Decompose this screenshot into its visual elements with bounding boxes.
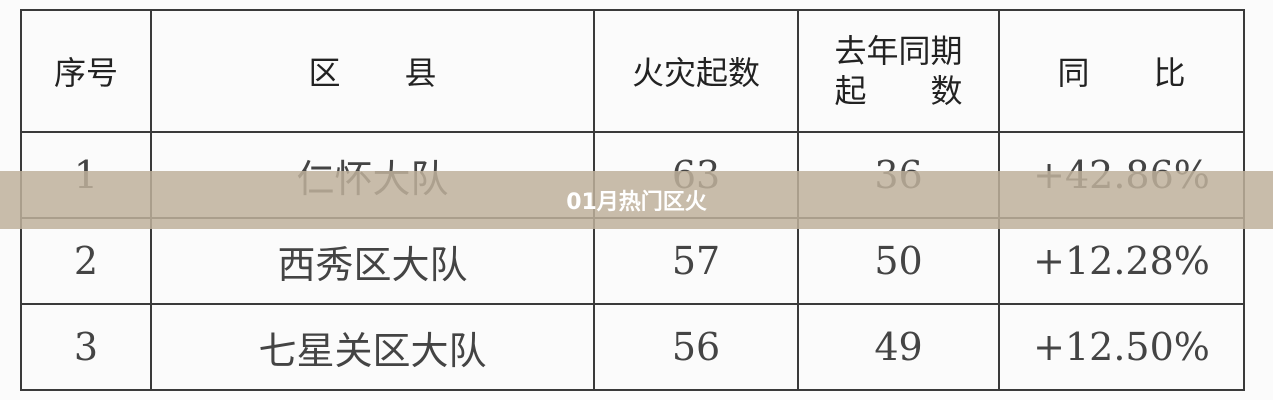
title-overlay-band: 01月热门区火 xyxy=(0,171,1273,229)
header-fire-count: 火灾起数 xyxy=(593,9,799,133)
header-last-year-line2: 起 数 xyxy=(834,72,963,110)
cell-index: 2 xyxy=(20,217,152,305)
header-last-year: 去年同期起 数 xyxy=(797,9,1000,133)
header-yoy: 同 比 xyxy=(998,9,1245,133)
cell-yoy: +12.28% xyxy=(998,217,1245,305)
cell-district: 七星关区大队 xyxy=(150,303,595,391)
table-row: 2 西秀区大队 57 50 +12.28% xyxy=(20,217,1245,305)
cell-last-year: 49 xyxy=(797,303,1000,391)
cell-fire-count: 57 xyxy=(593,217,799,305)
header-last-year-line1: 去年同期 xyxy=(834,32,963,70)
cell-fire-count: 56 xyxy=(593,303,799,391)
cell-last-year: 50 xyxy=(797,217,1000,305)
cell-index: 3 xyxy=(20,303,152,391)
table-row: 3 七星关区大队 56 49 +12.50% xyxy=(20,303,1245,391)
header-index: 序号 xyxy=(20,9,152,133)
header-district: 区 县 xyxy=(150,9,595,133)
cell-yoy: +12.50% xyxy=(998,303,1245,391)
cell-district: 西秀区大队 xyxy=(150,217,595,305)
table-header-row: 序号 区 县 火灾起数 去年同期起 数 同 比 xyxy=(20,9,1245,133)
overlay-title: 01月热门区火 xyxy=(566,190,707,215)
